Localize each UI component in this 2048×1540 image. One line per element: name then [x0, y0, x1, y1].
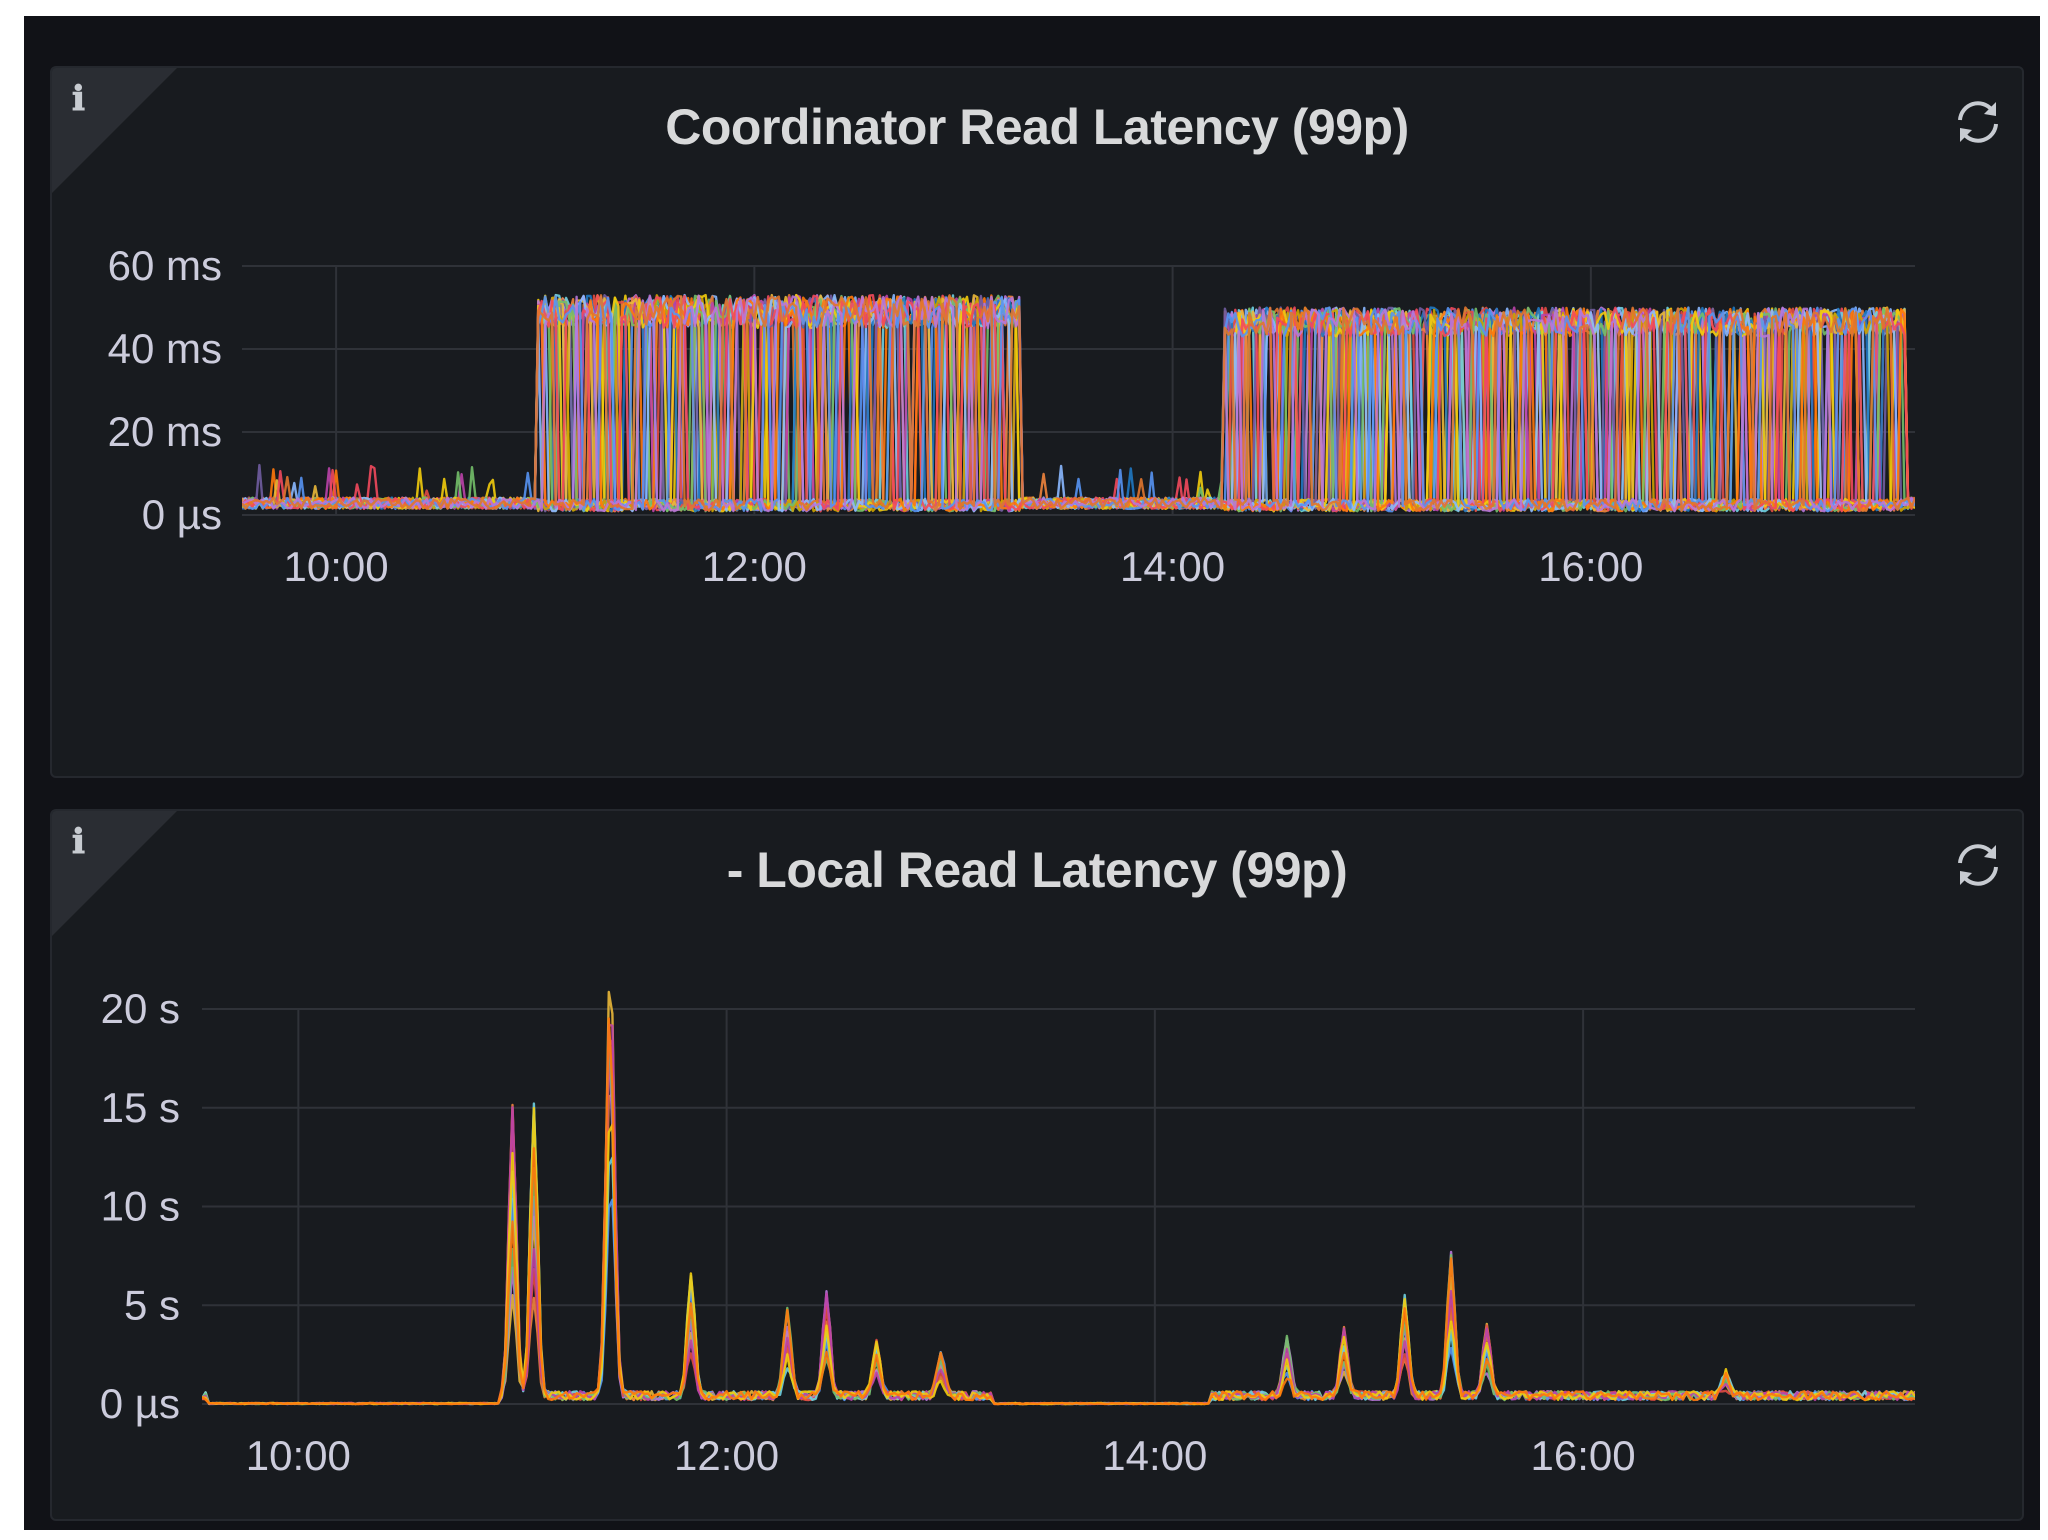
info-icon[interactable]: ℹ — [72, 822, 85, 862]
refresh-icon[interactable] — [1948, 92, 2008, 152]
x-tick-label: 10:00 — [246, 1432, 351, 1479]
panel-title: - Local Read Latency (99p) — [726, 842, 1348, 898]
series-line — [242, 294, 1915, 513]
series-line — [202, 1107, 1915, 1406]
refresh-icon[interactable] — [1948, 835, 2008, 895]
series-line — [202, 1106, 1915, 1406]
panel-local-read-latency: ℹ - Local Read Latency (99p) 0 µs 5 s 10 s… — [50, 809, 2024, 1521]
chart-coordinator-read-latency: 0 µs 20 ms 40 ms 60 ms 10:00 12:00 14:00 16:00 — [108, 242, 1915, 590]
x-tick-label: 12:00 — [702, 543, 807, 590]
chart-local-read-latency: 0 µs 5 s 10 s 15 s 20 s 10:00 12:00 14:00 16:00 — [100, 985, 1915, 1479]
y-tick-label: 10 s — [101, 1183, 180, 1230]
series-line — [202, 1039, 1915, 1406]
dashboard: ℹ Coordinator Read Latency (99p) 0 µs 20 … — [24, 16, 2040, 1530]
y-tick-label: 0 µs — [142, 491, 222, 538]
series-line — [202, 1017, 1915, 1406]
y-tick-label: 20 ms — [108, 408, 222, 455]
x-tick-label: 16:00 — [1531, 1432, 1636, 1479]
series-line — [202, 990, 1915, 1406]
panel-title: Coordinator Read Latency (99p) — [665, 99, 1409, 155]
panel-info-corner[interactable] — [52, 68, 177, 193]
x-tick-label: 16:00 — [1538, 543, 1643, 590]
y-tick-label: 20 s — [101, 985, 180, 1032]
panel-coordinator-read-latency: ℹ Coordinator Read Latency (99p) 0 µs 20 … — [50, 66, 2024, 778]
series-line — [202, 1102, 1915, 1406]
y-tick-label: 40 ms — [108, 325, 222, 372]
x-tick-label: 14:00 — [1120, 543, 1225, 590]
series-line — [202, 1024, 1915, 1406]
series-line — [202, 1041, 1915, 1406]
panel-info-corner[interactable] — [52, 811, 177, 936]
info-icon[interactable]: ℹ — [72, 79, 85, 119]
x-tick-label: 12:00 — [674, 1432, 779, 1479]
y-tick-label: 0 µs — [100, 1380, 180, 1427]
x-tick-label: 10:00 — [284, 543, 389, 590]
series-line — [202, 1023, 1915, 1406]
x-tick-label: 14:00 — [1102, 1432, 1207, 1479]
y-tick-label: 5 s — [124, 1281, 180, 1328]
y-tick-label: 15 s — [101, 1084, 180, 1131]
series-line — [202, 1093, 1915, 1406]
y-tick-label: 60 ms — [108, 242, 222, 289]
